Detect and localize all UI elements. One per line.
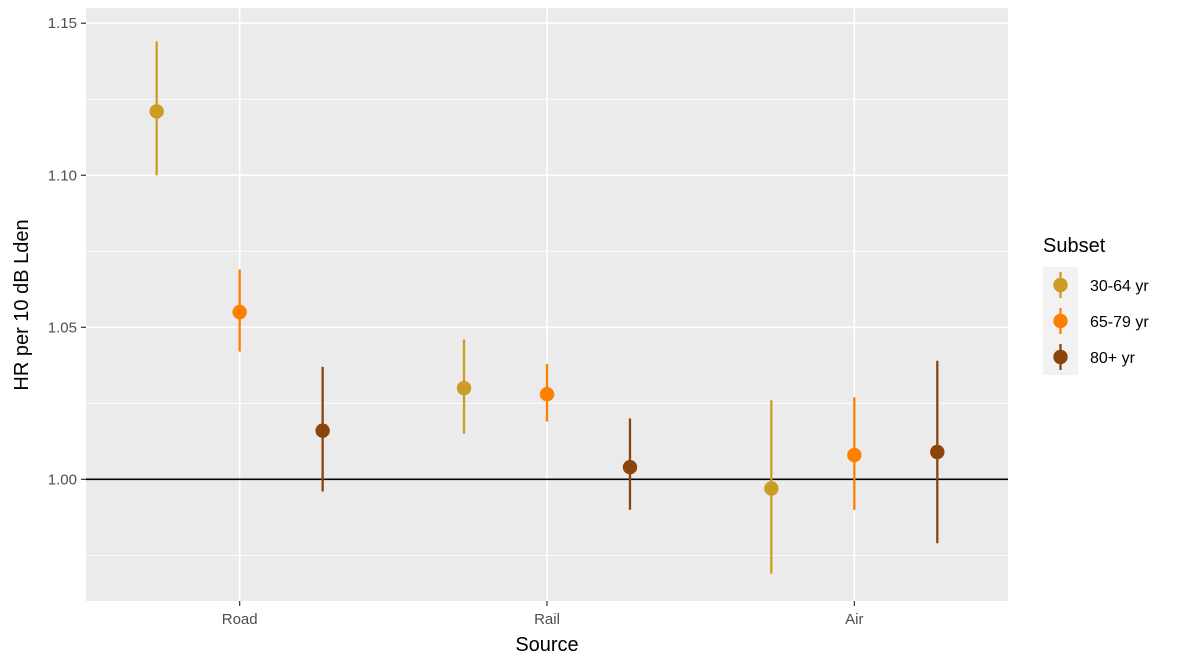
- x-axis-title: Source: [515, 634, 578, 656]
- legend-key-point: [1053, 349, 1068, 365]
- legend-key-point: [1053, 277, 1068, 293]
- x-tick-label: Air: [845, 611, 863, 628]
- y-tick-label: 1.00: [48, 471, 77, 488]
- legend-label: 65-79 yr: [1090, 314, 1149, 331]
- data-point: [456, 380, 472, 396]
- data-point: [315, 423, 330, 438]
- x-tick-label: Road: [222, 611, 258, 628]
- data-point: [622, 459, 638, 475]
- data-point: [930, 444, 945, 460]
- data-marks: [149, 41, 945, 574]
- y-axis: 1.00 1.05 1.10 1.15: [48, 15, 86, 488]
- x-axis: Road Rail Air: [222, 601, 864, 628]
- y-axis-title: HR per 10 dB Lden: [11, 219, 33, 390]
- legend-label: 30-64 yr: [1090, 278, 1149, 295]
- legend-key-point: [1053, 313, 1068, 329]
- x-tick-label: Rail: [534, 611, 560, 628]
- data-point: [539, 387, 555, 402]
- data-point: [149, 104, 164, 119]
- legend-label: 80+ yr: [1090, 350, 1136, 367]
- legend-title: Subset: [1043, 235, 1106, 257]
- data-point: [847, 447, 862, 463]
- y-tick-label: 1.15: [48, 15, 77, 32]
- data-point: [764, 481, 779, 496]
- data-point: [232, 304, 247, 320]
- y-tick-label: 1.10: [48, 167, 77, 184]
- legend: Subset 30-64 yr 65-79 yr 80+ yr: [1043, 235, 1149, 375]
- y-tick-label: 1.05: [48, 319, 77, 336]
